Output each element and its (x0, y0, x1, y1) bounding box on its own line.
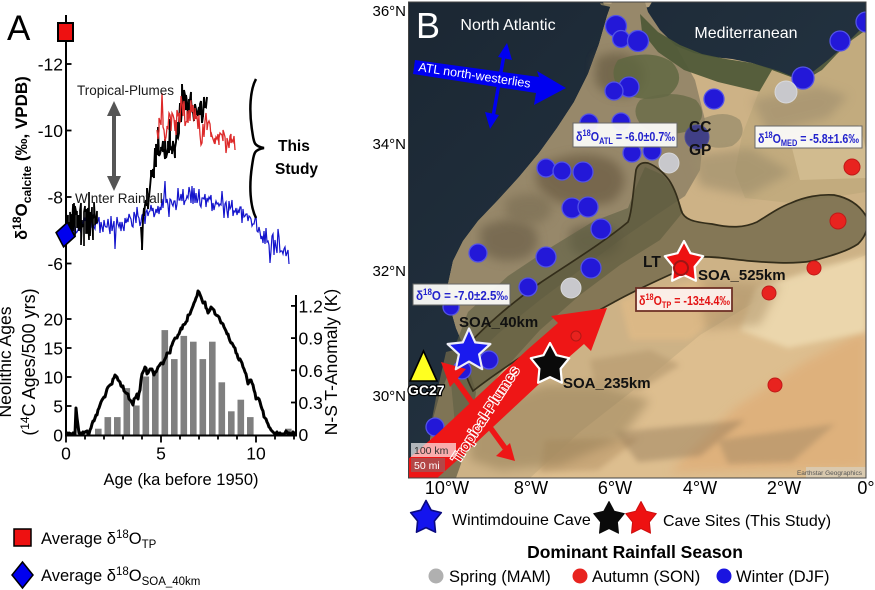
svg-text:30°N: 30°N (372, 388, 406, 405)
svg-text:50 mi: 50 mi (414, 460, 440, 472)
svg-text:SOA_40km: SOA_40km (459, 314, 538, 331)
svg-text:6°W: 6°W (598, 478, 632, 498)
svg-text:Winter (DJF): Winter (DJF) (736, 568, 830, 586)
svg-text:Cave Sites (This Study): Cave Sites (This Study) (663, 513, 831, 530)
svg-text:LT: LT (643, 254, 661, 271)
svg-text:Age (ka before 1950): Age (ka before 1950) (103, 471, 258, 489)
svg-text:2°W: 2°W (767, 478, 801, 498)
svg-text:Spring (MAM): Spring (MAM) (449, 568, 551, 586)
svg-text:-10: -10 (38, 121, 64, 141)
svg-text:δ18OATL = -6.0±0.7‰: δ18OATL = -6.0±0.7‰ (576, 128, 675, 146)
svg-text:0: 0 (299, 425, 309, 445)
svg-text:0°: 0° (857, 478, 874, 498)
svg-text:Mediterranean: Mediterranean (694, 25, 797, 42)
svg-text:Average δ18OSOA_40km: Average δ18OSOA_40km (41, 566, 200, 588)
svg-text:0.3: 0.3 (299, 393, 323, 413)
svg-text:GC27: GC27 (408, 382, 445, 398)
svg-text:Dominant Rainfall Season: Dominant Rainfall Season (527, 542, 743, 562)
svg-text:(14C Ages/500 yrs): (14C Ages/500 yrs) (18, 288, 39, 435)
svg-text:1.2: 1.2 (299, 296, 323, 316)
svg-text:δ18O = -7.0±2.5‰: δ18O = -7.0±2.5‰ (416, 287, 508, 303)
svg-text:15: 15 (44, 339, 63, 359)
svg-text:-6: -6 (47, 254, 63, 274)
svg-text:0.9: 0.9 (299, 329, 323, 349)
svg-text:-12: -12 (38, 55, 63, 75)
svg-text:8°W: 8°W (514, 478, 548, 498)
svg-text:20: 20 (44, 310, 64, 330)
svg-text:North Atlantic: North Atlantic (460, 17, 555, 34)
svg-text:Study: Study (275, 161, 318, 178)
svg-text:δ18OTP = -13±4.4‰: δ18OTP = -13±4.4‰ (639, 292, 730, 310)
svg-text:Autumn (SON): Autumn (SON) (592, 568, 700, 586)
svg-text:B: B (416, 5, 440, 46)
svg-text:0.6: 0.6 (299, 361, 323, 381)
svg-text:δ18Ocalcite (‰, VPDB): δ18Ocalcite (‰, VPDB) (10, 76, 34, 240)
svg-text:4°W: 4°W (683, 478, 717, 498)
svg-text:δ18OMED = -5.8±1.6‰: δ18OMED = -5.8±1.6‰ (758, 130, 859, 148)
svg-text:Tropical-Plumes: Tropical-Plumes (77, 83, 174, 98)
svg-text:10: 10 (246, 444, 266, 464)
svg-text:0: 0 (61, 444, 71, 464)
svg-text:N-S T-Anomaly (K): N-S T-Anomaly (K) (321, 289, 341, 436)
svg-text:A: A (7, 9, 31, 48)
svg-text:Winter Rainfall: Winter Rainfall (75, 191, 163, 206)
svg-text:Earthstar Geographics: Earthstar Geographics (797, 470, 863, 477)
svg-text:34°N: 34°N (372, 136, 406, 153)
svg-text:5: 5 (156, 444, 166, 464)
svg-text:32°N: 32°N (372, 263, 406, 280)
svg-text:5: 5 (53, 397, 63, 417)
svg-text:Average δ18OTP: Average δ18OTP (41, 529, 157, 551)
svg-text:100 km: 100 km (414, 445, 449, 457)
svg-text:Neolithic Ages: Neolithic Ages (0, 306, 15, 417)
svg-text:SOA_235km: SOA_235km (563, 375, 651, 392)
svg-text:36°N: 36°N (372, 3, 406, 20)
svg-text:10: 10 (44, 368, 64, 388)
svg-text:This: This (278, 138, 310, 155)
svg-text:10°W: 10°W (425, 478, 469, 498)
svg-text:-8: -8 (47, 188, 63, 208)
svg-text:0: 0 (53, 426, 63, 446)
svg-text:GP: GP (689, 142, 711, 159)
svg-text:Wintimdouine Cave: Wintimdouine Cave (452, 512, 591, 529)
svg-text:CC: CC (689, 119, 711, 136)
svg-text:SOA_525km: SOA_525km (698, 267, 786, 284)
